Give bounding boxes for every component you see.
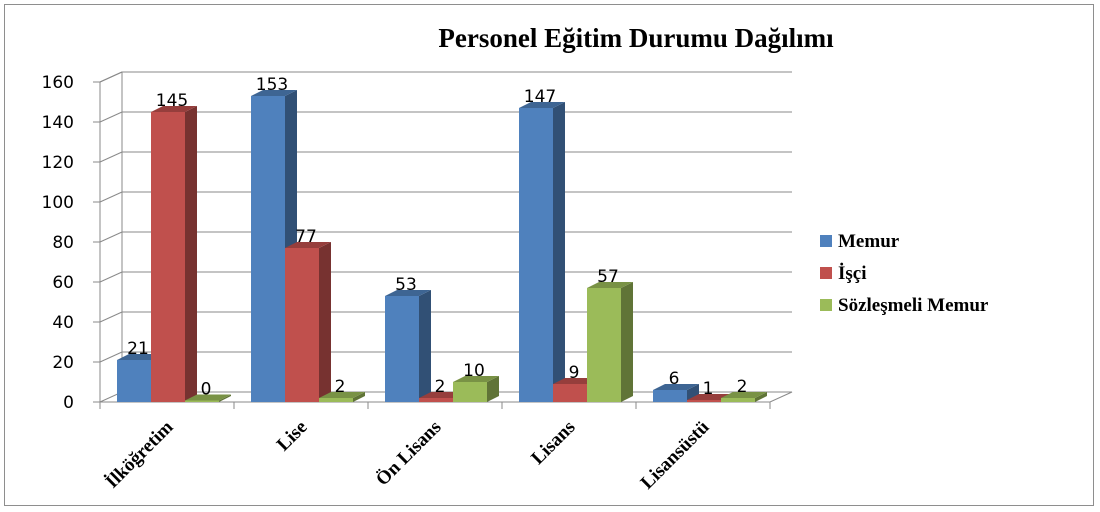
data-label: 77	[295, 227, 317, 247]
bar-top	[587, 282, 633, 288]
bar-top	[285, 242, 331, 248]
y-tick-label: 60	[52, 273, 74, 293]
x-category-label: Lise	[273, 417, 312, 456]
bar-top	[251, 90, 297, 96]
x-category-label: Ön Lisans	[372, 417, 445, 490]
x-category-labels: İlköğretim Lise Ön Lisans Lisans Lisansüstü	[102, 416, 714, 493]
bar	[285, 248, 319, 402]
bar-side	[755, 392, 767, 402]
data-label: 6	[669, 369, 680, 389]
axes	[93, 71, 793, 409]
bar-top	[519, 102, 565, 108]
data-label: 1	[703, 379, 714, 399]
data-label: 57	[597, 267, 619, 287]
gridline-side	[99, 111, 123, 123]
data-label: 21	[127, 339, 149, 359]
bar-top	[319, 392, 365, 398]
bar-top	[185, 394, 231, 401]
x-category-label: Lisansüstü	[637, 416, 714, 493]
y-tick-label: 100	[42, 193, 74, 213]
bar	[687, 400, 721, 402]
y-tick-label: 160	[42, 73, 74, 93]
y-tick-label: 20	[52, 353, 74, 373]
legend-label: Memur	[838, 231, 900, 252]
bar	[653, 390, 687, 402]
bar	[251, 96, 285, 402]
bar	[385, 296, 419, 402]
data-label: 145	[156, 91, 188, 111]
bar-top	[151, 106, 197, 112]
x-category-label: İlköğretim	[102, 417, 178, 493]
bar-side	[319, 242, 331, 402]
data-label: 10	[463, 361, 485, 381]
data-label: 0	[201, 380, 212, 400]
y-tick-label: 120	[42, 153, 74, 173]
bar	[319, 398, 353, 402]
data-label: 2	[435, 377, 446, 397]
bar	[453, 382, 487, 402]
bar	[185, 400, 219, 402]
bar-side	[419, 290, 431, 402]
x-category-label: Lisans	[527, 417, 579, 469]
data-label: 2	[335, 377, 346, 397]
legend-label: Sözleşmeli Memur	[838, 295, 989, 316]
legend-swatch	[820, 267, 832, 279]
bar-side	[621, 282, 633, 402]
bars	[117, 90, 767, 402]
bar	[151, 112, 185, 402]
y-tick-label: 0	[63, 393, 74, 413]
data-label: 9	[569, 363, 580, 383]
bar-top	[453, 376, 499, 382]
bar-side	[487, 376, 499, 402]
legend-swatch	[820, 299, 832, 311]
gridline-side	[99, 271, 123, 283]
bar-side	[353, 392, 365, 402]
bar	[587, 288, 621, 402]
legend-swatch	[820, 235, 832, 247]
bar-top	[385, 290, 431, 296]
bar	[553, 384, 587, 402]
gridlines	[99, 71, 792, 363]
chart-title: Personel Eğitim Durumu Dağılımı	[438, 23, 834, 53]
data-label: 53	[395, 275, 417, 295]
data-label: 2	[737, 377, 748, 397]
bar	[117, 360, 151, 402]
top-side-edge	[99, 71, 123, 83]
bar	[419, 398, 453, 402]
data-labels: 21 145 0 153 77 2 53 2 10 147 9 57 6 1 2	[127, 75, 747, 400]
bar-top	[721, 392, 767, 398]
bar-side	[219, 394, 231, 402]
y-tick-label: 140	[42, 113, 74, 133]
gridline-side	[99, 191, 123, 203]
gridline-side	[99, 311, 123, 323]
gridline-side	[99, 351, 123, 363]
bar-side	[553, 102, 565, 402]
bar-top	[653, 384, 699, 390]
y-tick-label: 80	[52, 233, 74, 253]
y-tick-labels: 0 20 40 60 80 100 120 140 160	[42, 73, 74, 413]
data-label: 153	[256, 75, 288, 95]
gridline-side	[99, 231, 123, 243]
bar	[721, 398, 755, 402]
gridline-side	[99, 151, 123, 163]
legend: Memur İşçi Sözleşmeli Memur	[820, 231, 989, 316]
legend-label: İşçi	[838, 263, 867, 284]
y-tick-label: 40	[52, 313, 74, 333]
data-label: 147	[524, 87, 556, 107]
bar	[519, 108, 553, 402]
bar-side	[185, 106, 197, 402]
